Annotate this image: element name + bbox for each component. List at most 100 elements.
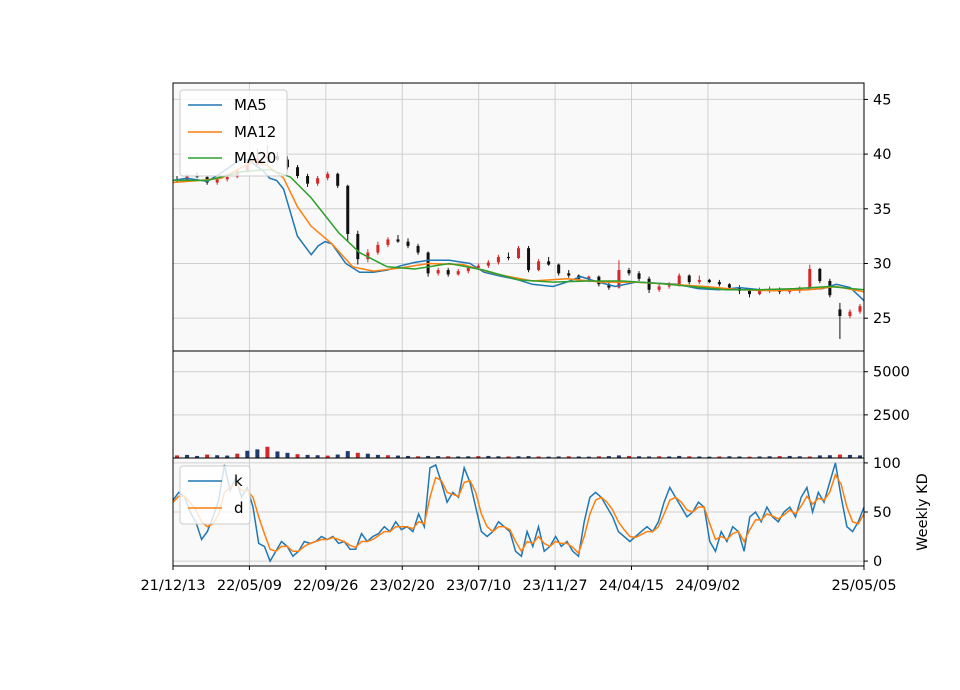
volume-bar — [596, 456, 601, 458]
candle-body — [808, 268, 812, 288]
volume-bar — [616, 455, 621, 458]
volume-bar — [777, 456, 782, 458]
volume-bar — [626, 455, 631, 458]
x-tick-label: 23/07/10 — [446, 578, 511, 594]
0-ytick-label: 40 — [873, 147, 891, 163]
price-legend: MA5 MA12 MA20 — [179, 89, 288, 177]
0-ytick-label: 25 — [873, 311, 891, 327]
candle-body — [356, 233, 360, 260]
volume-bar — [175, 455, 179, 458]
volume-bar — [385, 455, 390, 458]
candle-body — [366, 252, 370, 260]
price-panel — [173, 83, 864, 351]
candle-body — [657, 286, 661, 290]
kd-legend: k d — [179, 465, 251, 525]
kd-grid — [172, 458, 865, 566]
candle-body — [748, 290, 752, 295]
legend-d-label: d — [234, 499, 244, 517]
x-tick-label: 24/04/15 — [599, 578, 664, 594]
candle-body — [607, 284, 611, 288]
volume-bar — [185, 454, 190, 458]
volume-bar — [245, 450, 250, 458]
volume-bar — [637, 456, 642, 458]
kd-y-ticks: 0 50 100 — [864, 456, 901, 570]
volume-bar — [195, 455, 200, 458]
x-tick-label: 23/11/27 — [523, 578, 588, 594]
candle-body — [195, 175, 199, 178]
candle-body — [476, 265, 480, 268]
candle-body — [215, 179, 219, 183]
volume-bar — [315, 455, 320, 458]
candle-body — [306, 175, 310, 184]
candle-body — [316, 178, 320, 184]
candle-body — [697, 279, 701, 283]
candle-body — [406, 241, 410, 246]
candle-body — [376, 244, 380, 253]
volume-bar — [697, 456, 702, 458]
candle-body — [647, 278, 651, 290]
volume-bar — [285, 452, 290, 458]
1-ytick-label: 5000 — [873, 365, 910, 381]
volume-bar — [556, 456, 561, 458]
volume-bar — [335, 454, 340, 458]
candle-body — [396, 239, 400, 242]
candle-body — [506, 256, 510, 259]
candle-body — [627, 270, 631, 274]
volume-bar — [536, 456, 541, 458]
2-ytick-label: 100 — [873, 456, 901, 472]
volume-bar — [496, 456, 501, 458]
volume-bar — [677, 455, 682, 458]
volume-bar — [707, 456, 712, 458]
2-ytick-label: 0 — [873, 554, 882, 570]
volume-bar — [767, 456, 772, 458]
candle-body — [386, 239, 390, 245]
legend-ma20-label: MA20 — [234, 149, 276, 167]
volume-bar — [717, 456, 722, 458]
volume-bar — [406, 455, 411, 458]
candle-body — [687, 275, 691, 283]
candle-body — [637, 273, 641, 279]
volume-bar — [807, 456, 812, 458]
volume-bar — [265, 446, 270, 458]
candle-body — [838, 309, 842, 316]
volume-bar — [737, 456, 742, 458]
0-ytick-label: 35 — [873, 202, 891, 218]
volume-bar — [647, 456, 652, 458]
volume-bar — [456, 456, 461, 458]
x-tick-label: 24/09/02 — [675, 578, 740, 594]
candle-body — [557, 264, 561, 274]
volume-bar — [657, 456, 662, 458]
volume-bar — [516, 456, 521, 458]
candle-body — [326, 173, 330, 179]
volume-bar — [446, 456, 451, 458]
candle-body — [517, 248, 520, 259]
candle-body — [416, 245, 420, 253]
kd-y-axis-label: Weekly KD — [915, 473, 931, 551]
candle-body — [818, 268, 822, 281]
candle-body — [707, 279, 711, 283]
candle-body — [617, 270, 621, 288]
candle-body — [848, 311, 852, 316]
x-tick-label: 22/09/26 — [293, 578, 358, 594]
volume-bar — [416, 456, 421, 458]
volume-bar — [858, 455, 862, 458]
volume-bar — [375, 454, 380, 458]
volume-bar — [566, 456, 571, 458]
candle-body — [456, 271, 460, 275]
legend-k-label: k — [234, 472, 243, 490]
volume-bar — [205, 454, 210, 458]
volume-bar — [436, 456, 441, 458]
x-tick-label: 23/02/20 — [370, 578, 435, 594]
candle-body — [587, 276, 591, 279]
volume-bar — [687, 456, 692, 458]
candle-body — [717, 282, 721, 285]
candle-body — [537, 261, 541, 271]
volume-bar — [757, 456, 762, 458]
volume-bars — [175, 446, 862, 458]
volume-bar — [847, 454, 852, 458]
volume-bar — [215, 455, 220, 458]
volume-bar — [506, 456, 511, 458]
volume-bar — [395, 455, 400, 458]
volume-bar — [576, 456, 581, 458]
